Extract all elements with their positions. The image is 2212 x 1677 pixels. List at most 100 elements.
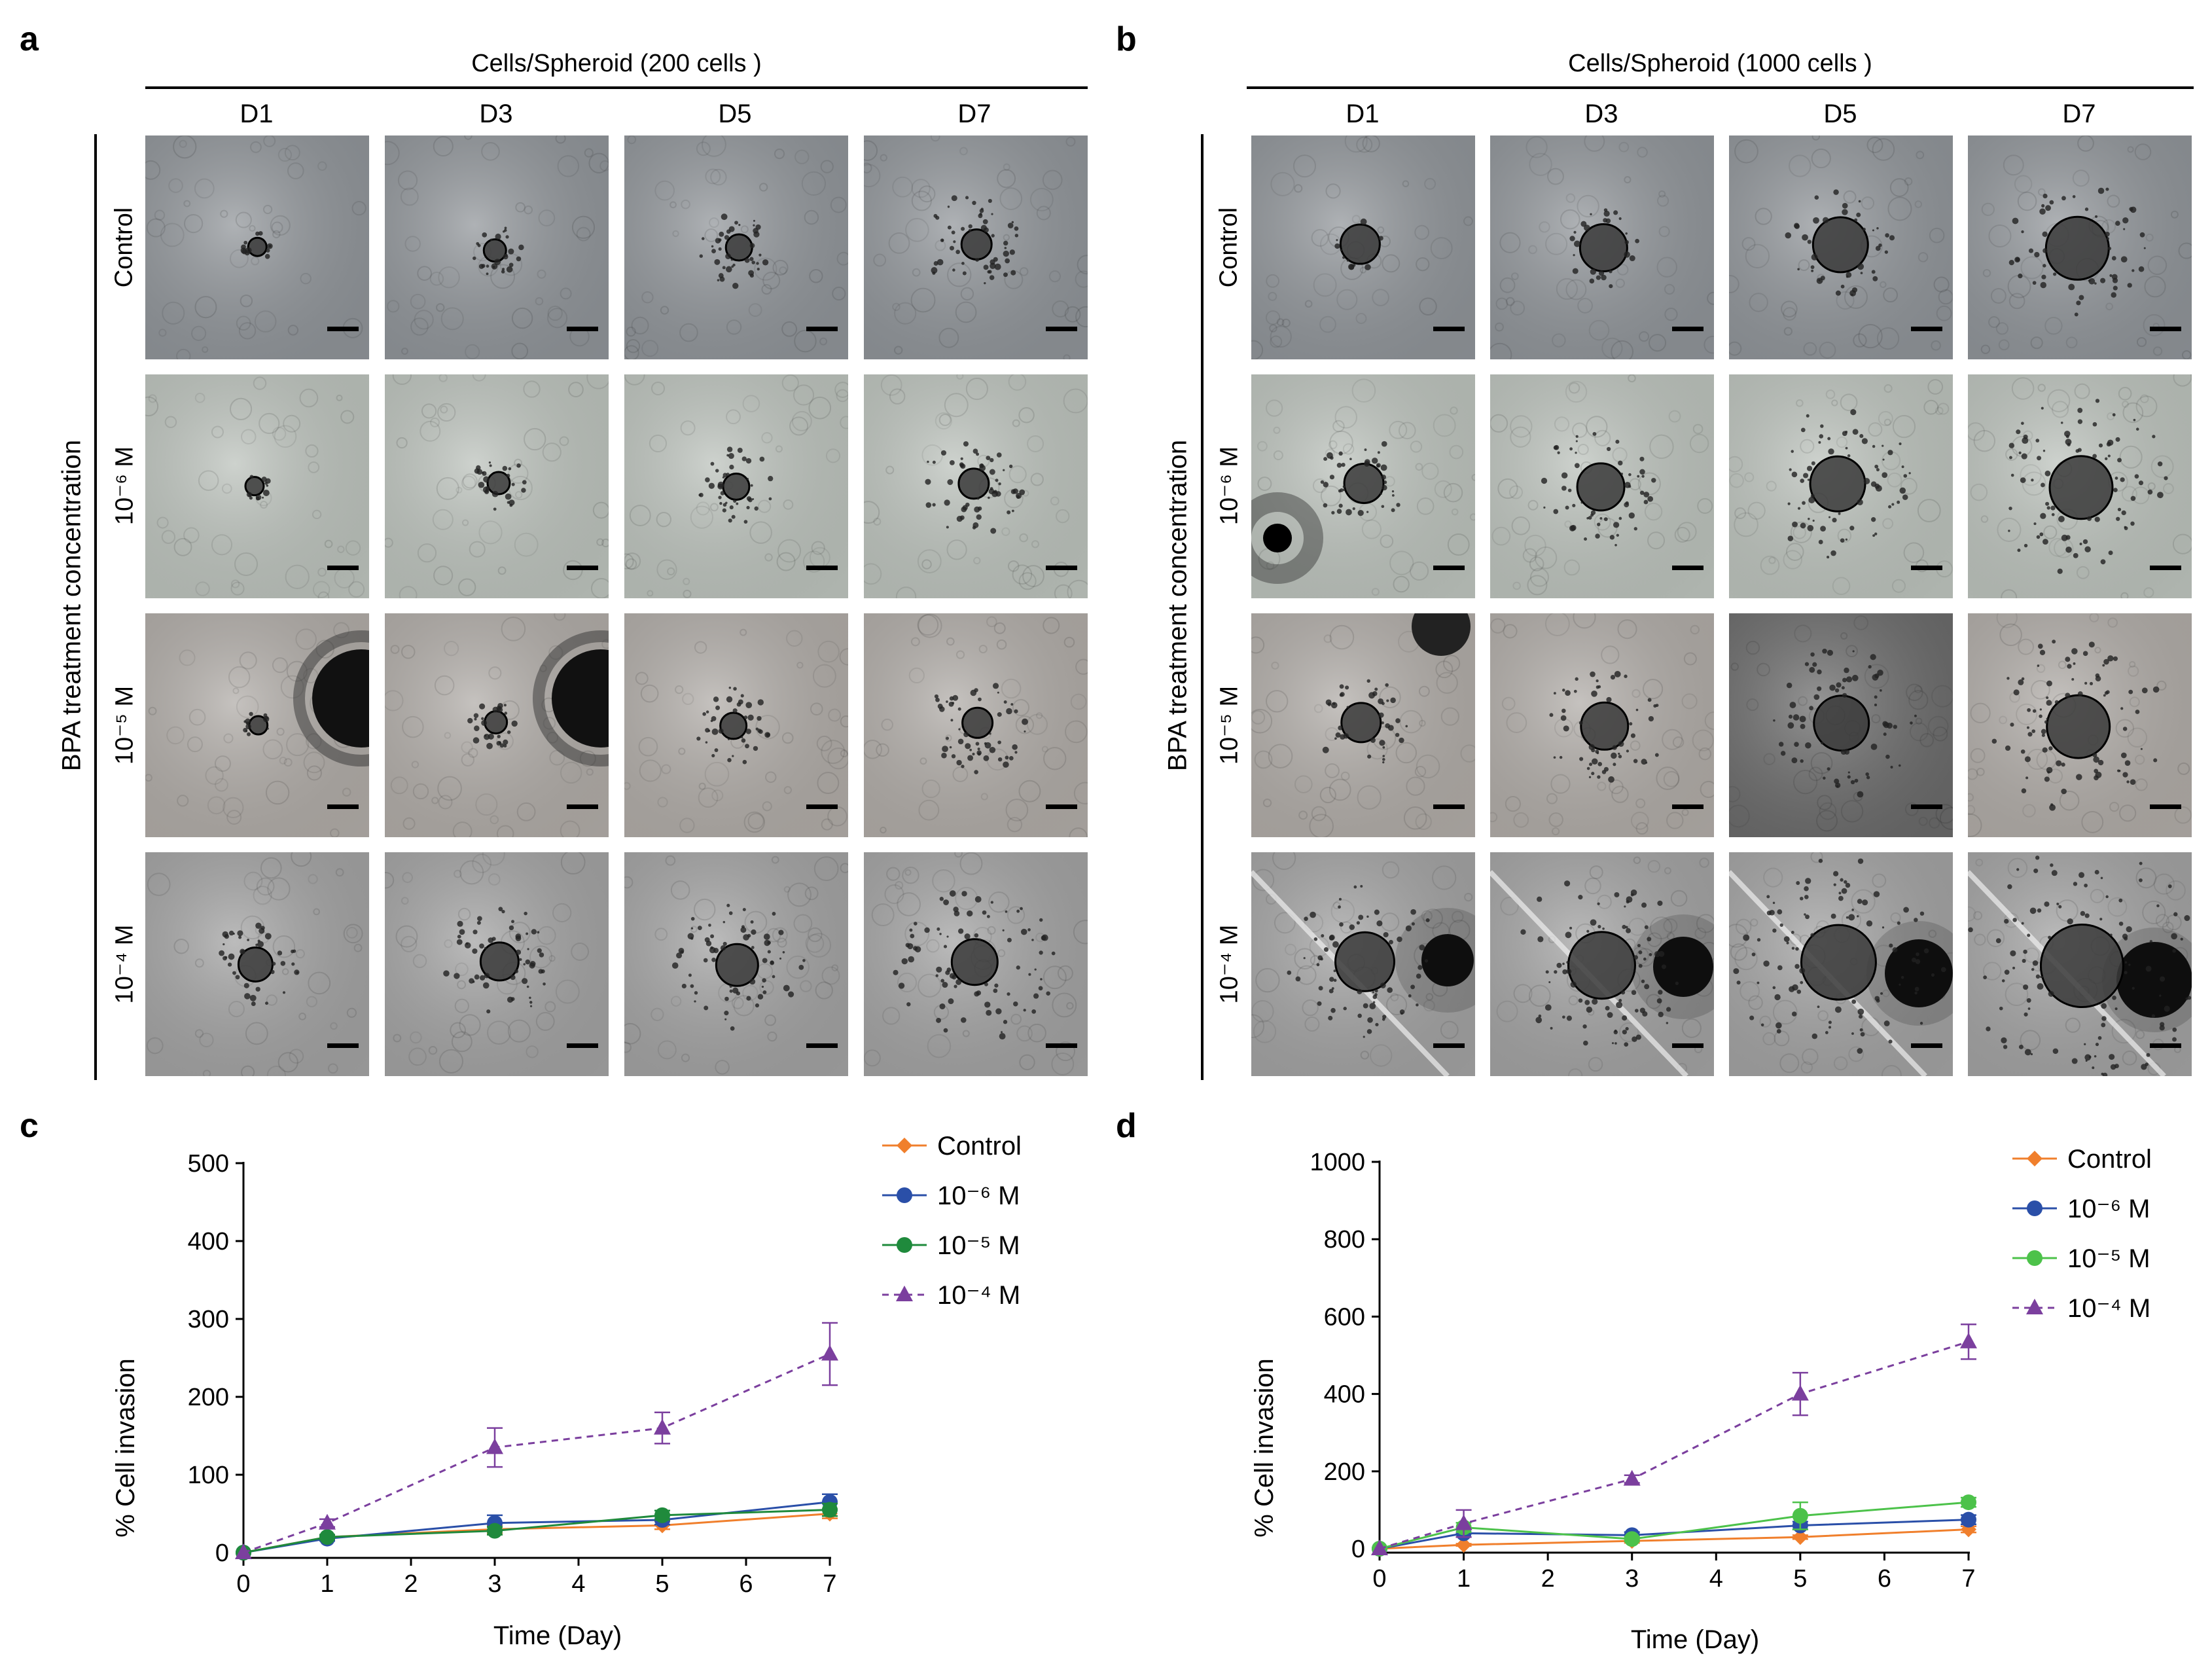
b-micrograph-r1-c3 [1729,135,1953,359]
a-micrograph-r3-c3 [624,613,848,837]
data-point [1791,1384,1809,1401]
c-x-axis-label: Time (Day) [493,1621,622,1650]
b-micrograph-r2-c2 [1490,374,1714,598]
x-tick-label: 0 [1372,1565,1386,1593]
data-point [654,1418,671,1435]
x-tick-label: 6 [1878,1565,1891,1593]
legend-label: Control [2067,1145,2152,1174]
b-micrograph-r2-c3 [1729,374,1953,598]
data-point [1455,1537,1472,1553]
x-tick-label: 2 [1541,1565,1555,1593]
b-micrograph-r3-c1 [1251,613,1475,837]
y-tick-label: 200 [1324,1458,1365,1486]
panel-a-label: a [20,20,39,58]
d-x-axis-label: Time (Day) [1631,1625,1759,1654]
series-line-3 [1379,1341,1969,1550]
panel-b-label: b [1116,20,1137,58]
panel-c-label: c [20,1107,39,1145]
panel-d-chart: % Cell invasion Time (Day) 0 200 400 600 800… [1250,1145,2152,1654]
data-point [1961,1511,1976,1528]
x-tick-label: 1 [320,1570,334,1598]
data-point [1961,1494,1976,1511]
panel-a-col-d1: D1 [240,99,274,128]
legend-marker [2027,1200,2043,1216]
y-tick-label: 200 [188,1384,229,1411]
panel-b-row-1e-6: 10⁻⁶ M [1215,446,1243,526]
panel-b-row-rule [1201,134,1204,1080]
a-micrograph-r2-c1 [145,374,369,598]
b-micrograph-r3-c2 [1490,613,1714,837]
panel-b-col-d3: D3 [1584,99,1618,128]
legend-marker [897,1187,912,1203]
data-point [821,1344,838,1361]
x-tick-label: 4 [1709,1565,1723,1593]
panel-a-header: Cells/Spheroid (200 cells ) [471,50,762,77]
x-tick-label: 2 [404,1570,418,1598]
data-point [1623,1470,1641,1486]
data-point [1961,1521,1976,1538]
b-micrograph-r2-c4 [1968,374,2192,598]
c-y-axis-label: % Cell invasion [111,1358,140,1537]
y-tick-label: 400 [1324,1381,1365,1409]
a-micrograph-r3-c2 [385,613,609,837]
b-micrograph-r4-c2 [1490,852,1714,1076]
y-tick-label: 800 [1324,1226,1365,1253]
legend-label: 10⁻⁴ M [937,1281,1020,1310]
panel-b-row-1e-5: 10⁻⁵ M [1215,685,1243,765]
x-tick-label: 5 [655,1570,669,1598]
data-point [654,1507,670,1523]
y-tick-label: 0 [215,1540,229,1567]
y-tick-label: 1000 [1310,1149,1365,1176]
x-tick-label: 7 [823,1570,836,1598]
legend-marker [897,1138,912,1153]
panel-b-row-control: Control [1215,207,1243,288]
panel-a-row-control: Control [110,207,138,288]
data-point [235,1543,252,1559]
x-tick-label: 5 [1793,1565,1807,1593]
a-micrograph-r3-c1 [145,613,369,837]
legend-label: 10⁻⁵ M [2067,1244,2150,1273]
panel-b-header: Cells/Spheroid (1000 cells ) [1568,50,1872,77]
data-point [1371,1540,1388,1555]
b-micrograph-r3-c3 [1729,613,1953,837]
a-micrograph-r4-c2 [385,852,609,1076]
y-tick-label: 400 [188,1228,229,1255]
x-tick-label: 7 [1961,1565,1975,1593]
a-micrograph-r2-c2 [385,374,609,598]
legend-label: 10⁻⁶ M [2067,1195,2150,1223]
a-micrograph-r4-c4 [864,852,1088,1076]
b-micrograph-r4-c4 [1968,852,2192,1076]
panel-c-chart: % Cell invasion Time (Day) 0 100 200 300 400… [111,1132,1022,1650]
a-micrograph-r3-c4 [864,613,1088,837]
d-y-axis-label: % Cell invasion [1250,1358,1279,1537]
panel-a-row-rule [94,134,97,1080]
a-micrograph-r1-c4 [864,135,1088,359]
b-micrograph-r1-c2 [1490,135,1714,359]
panel-a-col-d5: D5 [718,99,752,128]
panel-b-col-d1: D1 [1346,99,1380,128]
panel-a-col-d7: D7 [957,99,991,128]
y-tick-label: 300 [188,1306,229,1333]
panel-b-row-1e-4: 10⁻⁴ M [1215,924,1243,1004]
legend-marker [897,1237,912,1253]
panel-d-label: d [1116,1107,1137,1145]
a-micrograph-r4-c3 [624,852,848,1076]
panel-b-header-rule [1247,86,2194,89]
data-point [487,1523,503,1539]
legend-label: 10⁻⁴ M [2067,1294,2150,1323]
data-point [1792,1507,1808,1524]
b-micrograph-r1-c4 [1968,135,2192,359]
legend-marker [2027,1151,2043,1166]
panel-a-header-rule [145,86,1088,89]
a-micrograph-r1-c2 [385,135,609,359]
b-micrograph-r1-c1 [1251,135,1475,359]
panel-a-row-1e-5: 10⁻⁵ M [111,685,139,765]
data-point [822,1502,838,1518]
b-micrograph-r3-c4 [1968,613,2192,837]
data-point [319,1513,336,1530]
data-point [1624,1531,1640,1547]
y-tick-label: 500 [188,1150,229,1178]
b-micrograph-r4-c3 [1729,852,1953,1076]
data-point [319,1529,335,1545]
legend-marker [2026,1299,2043,1314]
